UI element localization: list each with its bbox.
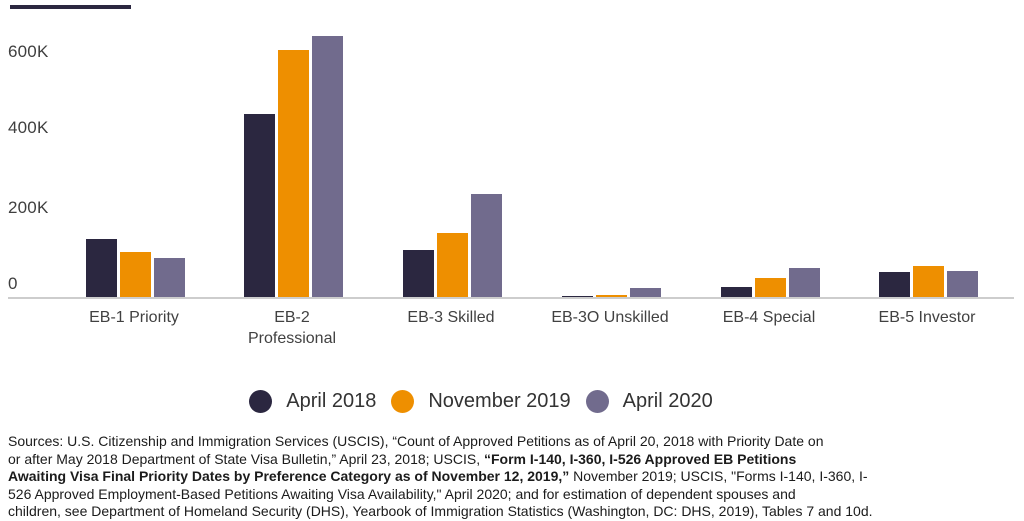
y-axis-tick-200k: 200K [8, 198, 49, 217]
legend-label-april-2020: April 2020 [622, 390, 713, 412]
category-label: EB-1 Priority [89, 309, 179, 326]
legend-label-november-2019: November 2019 [428, 390, 571, 412]
bar-november-2019-cat2 [278, 50, 309, 297]
bar-april-2018-cat6 [879, 272, 910, 297]
bar-november-2019-cat4 [596, 294, 627, 297]
source-line: Sources: U.S. Citizenship and Immigratio… [8, 433, 824, 449]
category-label: EB-4 Special [722, 309, 816, 326]
source-line: 526 Approved Employment-Based Petitions … [8, 485, 796, 502]
source-citation: Sources: U.S. Citizenship and Immigratio… [8, 433, 1020, 521]
legend-item-april-2018: April 2018 [249, 390, 376, 413]
bar-april-2018-cat3 [403, 249, 434, 297]
bar-november-2019-cat6 [913, 266, 944, 297]
legend-dot-november-2019-icon [391, 390, 415, 413]
bar-november-2019-cat5 [755, 278, 786, 297]
legend-item-april-2020: April 2020 [585, 390, 713, 413]
source-line: Awaiting Visa Final Priority Dates by Pr… [8, 468, 868, 484]
bar-april-2018-cat1 [86, 239, 117, 297]
chart-legend: April 2018 November 2019 April 2020 [0, 390, 1024, 413]
category-label: EB-2 Professional [247, 309, 337, 347]
bar-april-2020-cat2 [312, 35, 343, 297]
bar-april-2020-cat3 [471, 194, 502, 297]
category-label: EB-3 Skilled [407, 309, 495, 326]
bar-april-2020-cat6 [947, 271, 978, 297]
figure-title-rule [10, 5, 131, 9]
category-label: EB-5 Investor [878, 309, 976, 326]
bar-april-2020-cat1 [154, 257, 185, 297]
bar-november-2019-cat3 [437, 233, 468, 297]
x-axis-line [8, 297, 1014, 299]
bar-april-2020-cat4 [630, 287, 661, 297]
bar-april-2020-cat5 [789, 268, 820, 297]
bar-november-2019-cat1 [120, 251, 151, 297]
bar-april-2018-cat4 [562, 295, 593, 297]
legend-label-april-2018: April 2018 [286, 390, 377, 412]
source-line: or after May 2018 Department of State Vi… [8, 450, 797, 467]
y-axis-tick-0: 0 [8, 274, 18, 293]
bar-april-2018-cat2 [244, 113, 275, 297]
bar-april-2018-cat5 [721, 286, 752, 297]
legend-dot-april-2020-icon [585, 390, 609, 413]
y-axis-tick-600k: 600K [8, 42, 49, 61]
legend-dot-april-2018-icon [249, 390, 273, 413]
plot-area: 600K 400K 200K 0 EB-1 Priority EB-2 Profe… [8, 35, 1014, 347]
y-axis-tick-400k: 400K [8, 118, 49, 137]
category-label: EB-3O Unskilled [551, 309, 669, 326]
legend-item-november-2019: November 2019 [391, 390, 571, 413]
